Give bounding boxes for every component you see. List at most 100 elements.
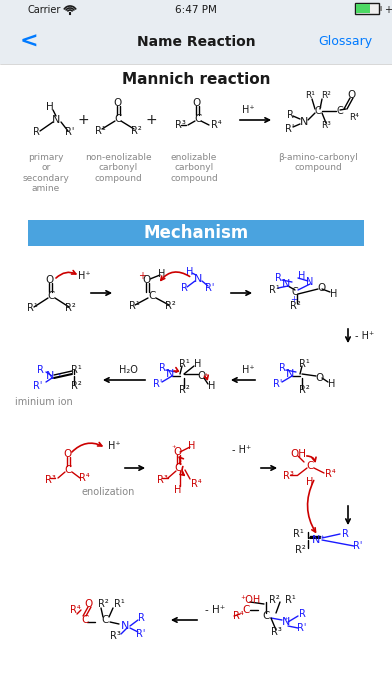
- FancyArrowPatch shape: [180, 457, 183, 464]
- Text: R¹: R¹: [114, 599, 124, 609]
- Text: R: R: [299, 609, 305, 619]
- Text: R²: R²: [165, 301, 175, 311]
- Text: N: N: [300, 117, 308, 127]
- Text: R: R: [341, 529, 348, 539]
- FancyArrowPatch shape: [72, 443, 102, 452]
- Text: R: R: [33, 127, 40, 137]
- Text: O: O: [193, 98, 201, 108]
- FancyArrowPatch shape: [161, 272, 190, 280]
- Text: H: H: [188, 441, 196, 451]
- Text: C: C: [292, 287, 298, 297]
- Text: O: O: [318, 283, 326, 293]
- Text: H: H: [306, 477, 314, 487]
- Text: R¹: R¹: [305, 90, 315, 100]
- Text: Mechanism: Mechanism: [143, 224, 249, 242]
- Text: C: C: [148, 291, 156, 301]
- Text: H: H: [208, 381, 216, 391]
- Text: R⁴: R⁴: [79, 473, 89, 483]
- Text: R³: R³: [45, 475, 55, 485]
- Text: R¹: R¹: [94, 126, 105, 136]
- Text: O: O: [143, 275, 151, 285]
- Text: R⁴: R⁴: [70, 605, 80, 615]
- Text: R¹: R¹: [129, 301, 140, 311]
- Text: R²: R²: [65, 303, 75, 313]
- Text: β-amino-carbonyl
compound: β-amino-carbonyl compound: [278, 153, 358, 173]
- Text: R: R: [279, 363, 285, 373]
- Text: +: +: [384, 5, 392, 15]
- Text: +: +: [145, 113, 157, 127]
- Text: R': R': [33, 381, 43, 391]
- Text: O: O: [114, 98, 122, 108]
- Text: enolizable
carbonyl
compound: enolizable carbonyl compound: [170, 153, 218, 183]
- FancyArrowPatch shape: [308, 480, 316, 532]
- Text: C: C: [262, 611, 270, 621]
- Text: C: C: [101, 615, 109, 625]
- Bar: [355, 3, 379, 14]
- Text: R': R': [153, 379, 163, 389]
- Text: O: O: [198, 371, 206, 381]
- FancyArrowPatch shape: [180, 466, 184, 475]
- Text: iminium ion: iminium ion: [15, 397, 73, 407]
- Text: C: C: [315, 106, 321, 116]
- Text: R: R: [181, 283, 187, 293]
- Text: H: H: [158, 269, 166, 279]
- Text: N: N: [282, 279, 290, 289]
- Text: Carrier: Carrier: [28, 5, 62, 15]
- Text: +: +: [290, 296, 298, 305]
- Text: C: C: [64, 465, 72, 475]
- Text: N: N: [52, 115, 60, 125]
- FancyArrowPatch shape: [174, 367, 178, 372]
- Text: R': R': [353, 541, 363, 551]
- Text: R¹: R¹: [299, 359, 309, 369]
- Text: R': R': [297, 623, 307, 633]
- Text: C: C: [114, 114, 122, 124]
- Text: +: +: [77, 113, 89, 127]
- Text: - H⁺: - H⁺: [232, 445, 252, 455]
- Text: H: H: [330, 289, 338, 299]
- Text: O: O: [46, 275, 54, 285]
- Text: N: N: [46, 371, 54, 381]
- Text: ⁺: ⁺: [172, 443, 176, 452]
- Text: H: H: [298, 271, 306, 281]
- Text: R: R: [158, 363, 165, 373]
- Bar: [0, 20, 392, 64]
- Text: H: H: [328, 379, 336, 389]
- Text: R²: R²: [179, 385, 189, 395]
- Text: R²: R²: [269, 595, 279, 605]
- Text: R': R': [136, 629, 146, 639]
- Text: N: N: [194, 274, 202, 284]
- Text: R²: R²: [98, 599, 108, 609]
- Bar: [0, 0, 392, 20]
- Text: R¹: R¹: [179, 359, 189, 369]
- Text: O: O: [316, 373, 324, 383]
- Text: Mannich reaction: Mannich reaction: [122, 72, 270, 86]
- Text: Glossary: Glossary: [318, 35, 372, 49]
- Text: C: C: [337, 106, 343, 116]
- Text: Name Reaction: Name Reaction: [137, 35, 255, 49]
- Text: R': R': [205, 283, 215, 293]
- FancyArrowPatch shape: [307, 456, 316, 461]
- Text: R¹: R¹: [292, 529, 303, 539]
- Text: R': R': [65, 127, 75, 137]
- Text: O: O: [348, 90, 356, 100]
- Text: R⁴: R⁴: [191, 479, 201, 489]
- Text: C: C: [174, 463, 181, 473]
- Text: N: N: [312, 535, 320, 545]
- Text: N: N: [166, 369, 174, 379]
- Text: enolization: enolization: [82, 487, 135, 497]
- Text: - H⁺: - H⁺: [355, 331, 374, 341]
- Text: R¹: R¹: [269, 285, 279, 295]
- Bar: [28, 220, 364, 246]
- Text: R²: R²: [71, 381, 82, 391]
- Text: ⁺OH: ⁺OH: [240, 595, 260, 605]
- FancyArrowPatch shape: [205, 375, 208, 379]
- Text: R²: R²: [295, 545, 305, 555]
- Text: R⁴: R⁴: [211, 120, 221, 130]
- Bar: [380, 6, 382, 11]
- Text: R²: R²: [321, 90, 331, 100]
- Text: C: C: [242, 605, 250, 615]
- Text: R: R: [274, 273, 281, 283]
- Text: H: H: [186, 267, 194, 277]
- Text: R²: R²: [131, 126, 142, 136]
- Text: R¹: R¹: [27, 303, 37, 313]
